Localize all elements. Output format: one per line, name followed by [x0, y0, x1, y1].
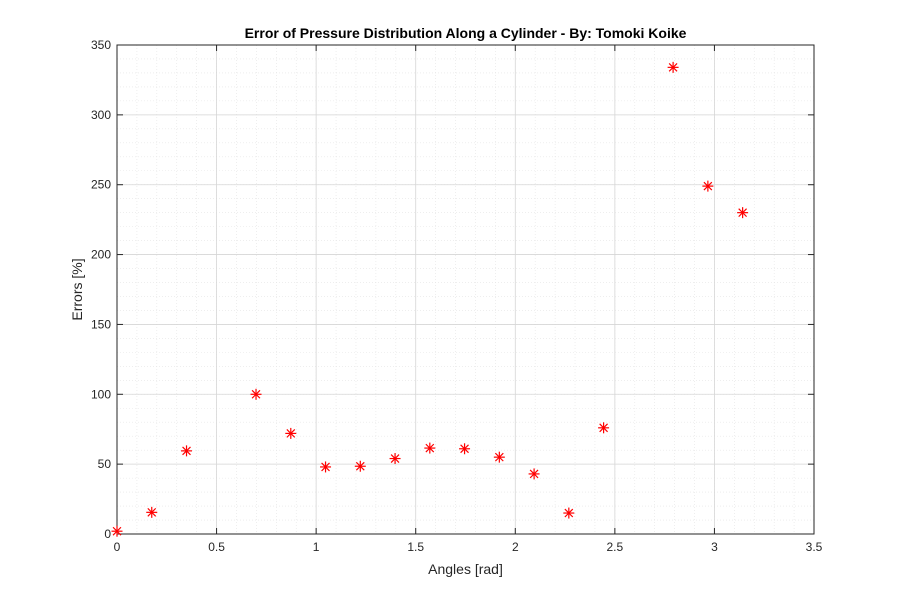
y-tick-label: 350	[91, 38, 111, 52]
data-point	[146, 506, 158, 518]
y-axis-label: Errors [%]	[69, 258, 85, 320]
marker-stroke	[494, 452, 504, 462]
marker-stroke	[390, 454, 400, 463]
data-point	[250, 388, 262, 400]
data-points	[111, 61, 749, 537]
y-tick-label: 50	[98, 457, 112, 471]
x-tick-label: 0.5	[208, 540, 225, 554]
y-tick-label: 150	[91, 317, 111, 331]
data-point	[424, 442, 436, 454]
data-point	[354, 460, 366, 472]
data-point	[737, 207, 749, 219]
data-point	[493, 451, 505, 463]
marker-stroke	[703, 181, 713, 191]
x-tick-label: 1.5	[407, 540, 424, 554]
data-point	[528, 468, 540, 480]
y-tick-label: 0	[104, 527, 111, 541]
marker-stroke	[182, 446, 191, 456]
data-point	[320, 461, 332, 473]
marker-stroke	[355, 461, 365, 471]
data-point	[285, 427, 297, 439]
x-tick-label: 2.5	[607, 540, 624, 554]
grid	[116, 44, 815, 535]
marker-stroke	[251, 389, 261, 399]
data-point	[702, 180, 714, 192]
data-point	[181, 445, 193, 457]
data-point	[459, 443, 471, 455]
marker-stroke	[564, 508, 574, 518]
marker-stroke	[321, 462, 330, 472]
data-point	[111, 525, 123, 537]
data-point	[667, 61, 679, 73]
x-tick-label: 3	[711, 540, 718, 554]
data-point	[563, 507, 575, 519]
marker-stroke	[425, 443, 435, 453]
x-tick-label: 1	[313, 540, 320, 554]
marker-stroke	[738, 208, 748, 218]
x-tick-label: 3.5	[806, 540, 823, 554]
x-tick-label: 2	[512, 540, 519, 554]
y-tick-label: 200	[91, 248, 111, 262]
marker-stroke	[286, 429, 296, 438]
marker-stroke	[112, 526, 122, 536]
x-tick-label: 0	[114, 540, 121, 554]
data-point	[389, 453, 401, 465]
marker-stroke	[529, 469, 539, 479]
plot-area-frame	[116, 44, 815, 535]
x-axis-label: Angles [rad]	[428, 561, 503, 577]
y-tick-label: 250	[91, 178, 111, 192]
axis-ticks: 0 0.5 1 1.5 2 2.5 3 3.5 0 50 100 150 200 250 300 350	[91, 38, 823, 554]
marker-stroke	[668, 62, 678, 72]
data-point	[598, 422, 610, 434]
marker-stroke	[147, 507, 157, 517]
y-tick-label: 300	[91, 108, 111, 122]
chart-title: Error of Pressure Distribution Along a C…	[245, 25, 687, 41]
marker-stroke	[460, 444, 469, 454]
marker-stroke	[599, 423, 608, 433]
y-tick-label: 100	[91, 387, 111, 401]
